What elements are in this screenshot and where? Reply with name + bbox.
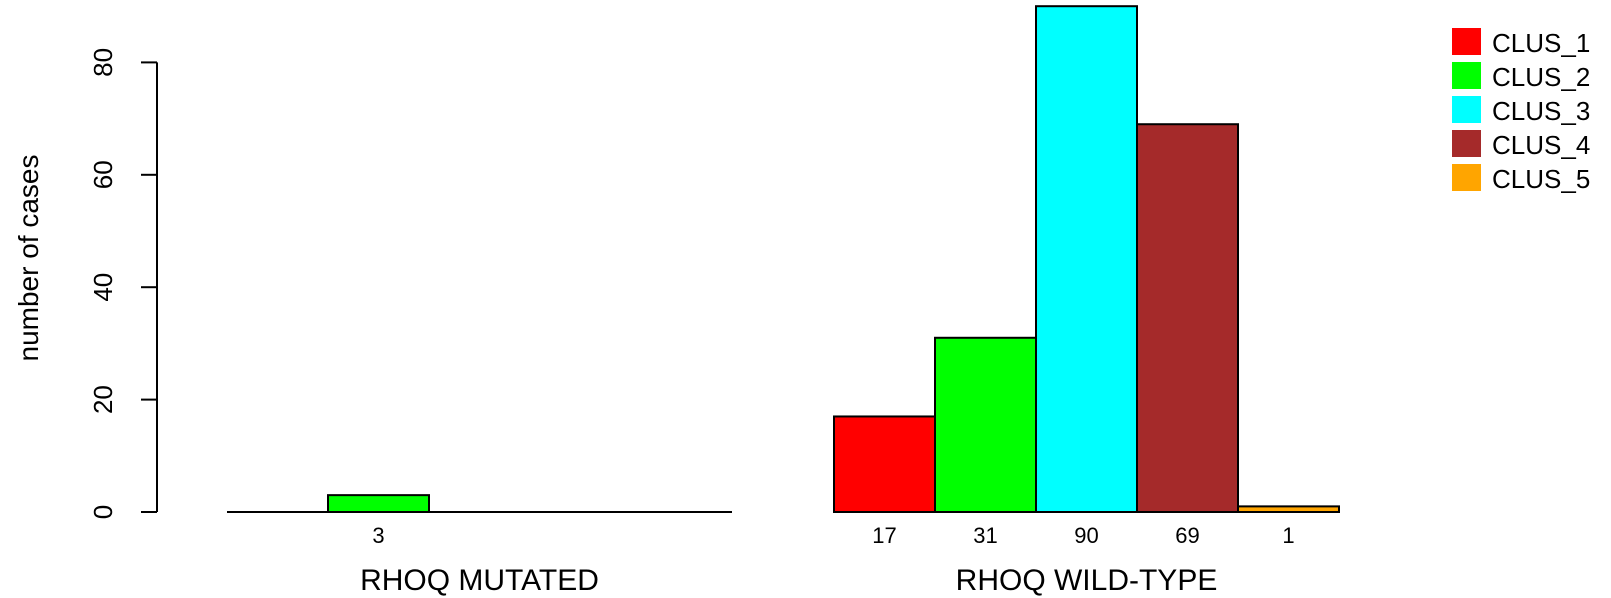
legend-item: CLUS_1 bbox=[1452, 28, 1590, 58]
bar bbox=[1136, 123, 1239, 513]
bar-value-label: 3 bbox=[372, 523, 384, 548]
legend-swatch bbox=[1452, 96, 1481, 123]
legend-swatch bbox=[1452, 130, 1481, 157]
legend-swatch bbox=[1452, 62, 1481, 89]
bar-value-label: 69 bbox=[1175, 523, 1199, 548]
y-tick-label: 80 bbox=[88, 48, 118, 77]
bar-group: 3 RHOQ MUTATED bbox=[227, 494, 732, 597]
legend-item: CLUS_5 bbox=[1452, 164, 1590, 194]
y-axis-label: number of cases bbox=[13, 155, 44, 362]
legend-swatch bbox=[1452, 28, 1481, 55]
y-tick-label: 20 bbox=[88, 385, 118, 414]
legend-swatch bbox=[1452, 164, 1481, 191]
y-tick-label: 0 bbox=[88, 505, 118, 519]
legend-label: CLUS_2 bbox=[1492, 62, 1590, 92]
legend: CLUS_1 CLUS_2 CLUS_3 CLUS_4 CLUS_5 bbox=[1452, 28, 1590, 194]
bar-value-label: 90 bbox=[1074, 523, 1098, 548]
legend-label: CLUS_3 bbox=[1492, 96, 1590, 126]
bars: 3 RHOQ MUTATED 17 31 90 69 1 RHOQ WILD-TYPE bbox=[227, 5, 1340, 597]
y-axis: 0 20 40 60 80 bbox=[88, 48, 158, 519]
legend-item: CLUS_2 bbox=[1452, 62, 1590, 92]
legend-item: CLUS_3 bbox=[1452, 96, 1590, 126]
legend-label: CLUS_4 bbox=[1492, 130, 1590, 160]
legend-label: CLUS_1 bbox=[1492, 28, 1590, 58]
y-tick-label: 60 bbox=[88, 160, 118, 189]
bar bbox=[1035, 5, 1138, 513]
bar bbox=[833, 415, 936, 513]
bar-value-label: 1 bbox=[1282, 523, 1294, 548]
group-label: RHOQ WILD-TYPE bbox=[956, 564, 1218, 597]
bar bbox=[934, 336, 1037, 513]
bar-group: 17 31 90 69 1 RHOQ WILD-TYPE bbox=[833, 5, 1340, 597]
legend-item: CLUS_4 bbox=[1452, 130, 1590, 160]
bar bbox=[1237, 505, 1340, 514]
group-label: RHOQ MUTATED bbox=[360, 564, 599, 597]
y-tick-label: 40 bbox=[88, 273, 118, 302]
bar-value-label: 17 bbox=[872, 523, 896, 548]
bar bbox=[327, 494, 430, 514]
legend-label: CLUS_5 bbox=[1492, 164, 1590, 194]
bar-value-label: 31 bbox=[973, 523, 997, 548]
